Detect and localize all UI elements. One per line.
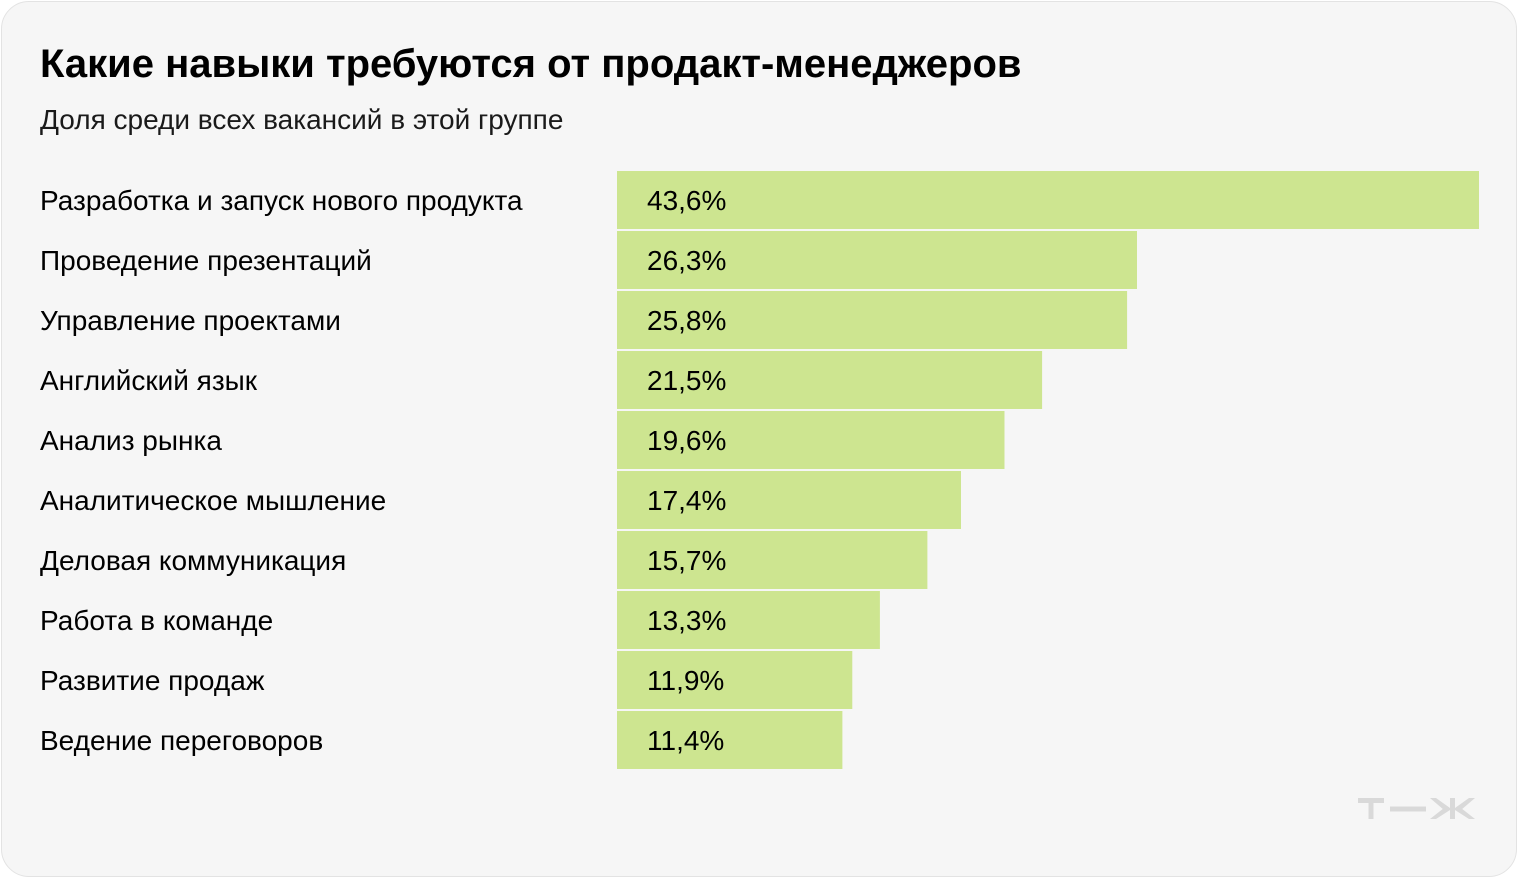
category-label: Развитие продаж bbox=[40, 665, 265, 696]
value-label: 13,3% bbox=[647, 605, 726, 636]
value-label: 15,7% bbox=[647, 545, 726, 576]
bar-row: Ведение переговоров 11,4% bbox=[40, 711, 843, 769]
bar bbox=[617, 411, 1005, 469]
bar bbox=[617, 531, 928, 589]
bar-row: Деловая коммуникация 15,7% bbox=[40, 531, 928, 589]
tzh-logo-icon bbox=[1358, 798, 1475, 819]
value-label: 21,5% bbox=[647, 365, 726, 396]
value-label: 17,4% bbox=[647, 485, 726, 516]
category-label: Разработка и запуск нового продукта bbox=[40, 185, 523, 216]
value-label: 11,9% bbox=[647, 665, 724, 696]
bar bbox=[617, 291, 1128, 349]
bar bbox=[617, 231, 1137, 289]
bar bbox=[617, 471, 961, 529]
value-label: 11,4% bbox=[647, 725, 724, 756]
bar bbox=[617, 711, 843, 769]
category-label: Аналитическое мышление bbox=[40, 485, 386, 516]
category-label: Работа в команде bbox=[40, 605, 273, 636]
bar-row: Анализ рынка 19,6% bbox=[40, 411, 1005, 469]
value-label: 43,6% bbox=[647, 185, 726, 216]
bar-row: Разработка и запуск нового продукта 43,6% bbox=[40, 171, 1479, 229]
bar bbox=[617, 651, 853, 709]
category-label: Анализ рынка bbox=[40, 425, 222, 456]
category-label: Проведение презентаций bbox=[40, 245, 372, 276]
bar bbox=[617, 171, 1479, 229]
category-label: Английский язык bbox=[40, 365, 258, 396]
value-label: 26,3% bbox=[647, 245, 726, 276]
chart-subtitle: Доля среди всех вакансий в этой группе bbox=[40, 104, 564, 135]
bar-row: Работа в команде 13,3% bbox=[40, 591, 880, 649]
category-label: Управление проектами bbox=[40, 305, 341, 336]
chart-title: Какие навыки требуются от продакт-менедж… bbox=[40, 42, 1022, 86]
value-label: 19,6% bbox=[647, 425, 726, 456]
category-label: Деловая коммуникация bbox=[40, 545, 346, 576]
bar-row: Аналитическое мышление 17,4% bbox=[40, 471, 961, 529]
bar-row: Английский язык 21,5% bbox=[40, 351, 1043, 409]
bar-row: Управление проектами 25,8% bbox=[40, 291, 1128, 349]
bar-row: Развитие продаж 11,9% bbox=[40, 651, 853, 709]
category-label: Ведение переговоров bbox=[40, 725, 323, 756]
value-label: 25,8% bbox=[647, 305, 726, 336]
bar-row: Проведение презентаций 26,3% bbox=[40, 231, 1137, 289]
bar bbox=[617, 351, 1043, 409]
bar bbox=[617, 591, 880, 649]
